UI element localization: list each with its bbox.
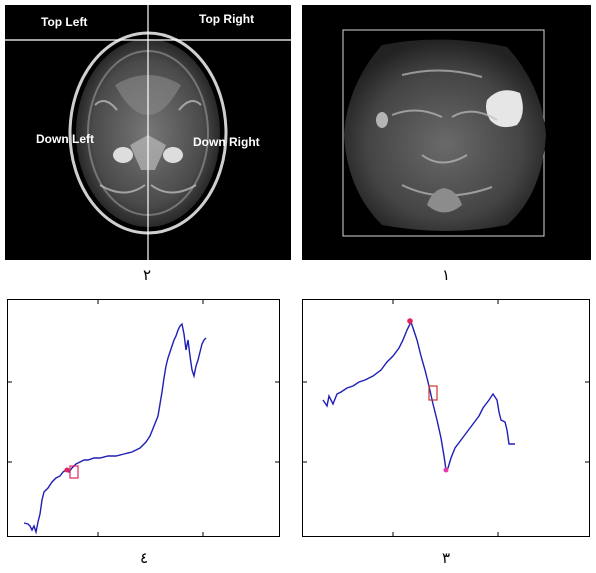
signal-line-3	[322, 320, 515, 472]
marker-box-4	[69, 465, 79, 479]
marker-dot-3-peak	[407, 318, 413, 324]
label-top-right: Top Right	[199, 12, 255, 26]
signal-line-4	[23, 322, 207, 535]
mri-lesion-panel	[302, 5, 591, 260]
mri-lesion-image	[342, 29, 546, 237]
label-down-left: Down Left	[36, 132, 94, 146]
label-down-right: Down Right	[193, 135, 260, 149]
caption-figure-2: ٢	[142, 266, 152, 284]
caption-figure-1: ١	[441, 266, 451, 284]
label-top-left: Top Left	[41, 15, 88, 29]
signal-plot-3-canvas	[303, 300, 589, 536]
caption-figure-3: ٣	[441, 549, 451, 567]
signal-plot-3	[302, 299, 590, 537]
caption-figure-4: ٤	[139, 549, 149, 567]
signal-plot-4	[7, 299, 280, 537]
marker-dot-4	[64, 467, 70, 473]
marker-box-3	[428, 385, 438, 401]
marker-dot-3-trough	[443, 467, 449, 473]
mri-quadrant-panel: Top Left Top Right Down Left Down Right	[5, 5, 291, 260]
mri-quadrant-image	[5, 5, 291, 260]
signal-plot-4-canvas	[8, 300, 279, 536]
